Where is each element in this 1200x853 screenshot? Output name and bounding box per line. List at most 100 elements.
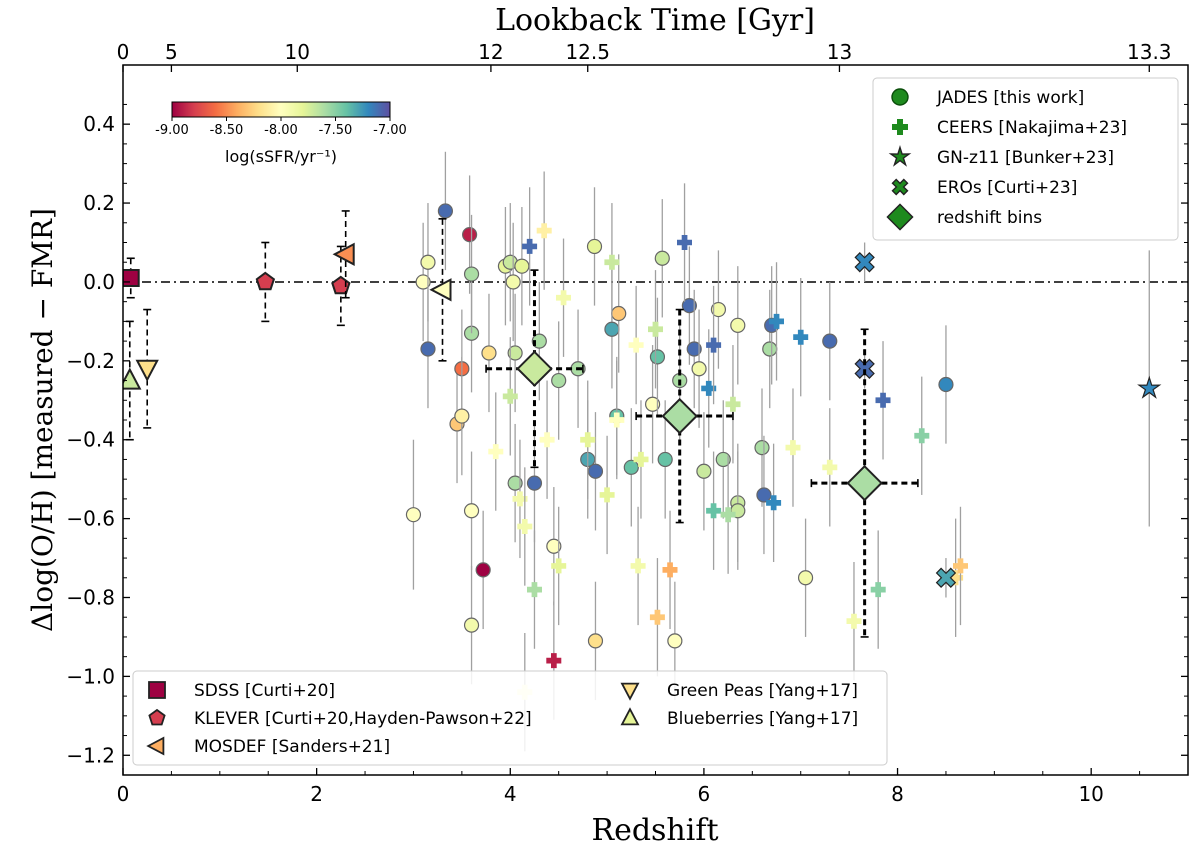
ceers-point <box>785 440 801 456</box>
ceers-point <box>769 313 784 329</box>
legend-label: Blueberries [Yang+17] <box>667 709 858 729</box>
jades-point <box>481 345 497 361</box>
x-tick-label: 2 <box>310 782 323 806</box>
ceers-point <box>701 380 717 396</box>
legend-marker-pentagon <box>148 708 166 726</box>
top-tick-label: 13 <box>827 40 852 64</box>
jades-point <box>463 503 480 519</box>
jades-point <box>710 301 727 318</box>
colorbar-gradient <box>171 101 391 118</box>
ceers-point <box>793 329 809 345</box>
ceers-point <box>706 337 722 353</box>
jades-point <box>505 274 521 290</box>
jades-point <box>623 459 639 475</box>
legend-marker-circle <box>891 88 909 106</box>
ceers-point <box>677 235 692 250</box>
ceers-point <box>649 609 665 625</box>
ceers-point <box>536 223 552 239</box>
ceers-point <box>512 491 528 507</box>
ceers-point <box>628 337 644 353</box>
colorbar-tick-label: -7.00 <box>373 123 407 138</box>
ceers-point <box>633 451 649 467</box>
klever-point <box>255 271 276 291</box>
jades-point <box>551 372 567 389</box>
legend-upper: JADES [this work] CEERS [Nakajima+23] GN-z… <box>872 77 1179 241</box>
jades-point <box>420 341 436 357</box>
ceers-point <box>551 558 567 574</box>
jades-point <box>654 250 670 266</box>
jades-point <box>667 633 683 649</box>
jades-point <box>649 349 666 365</box>
jades-point <box>454 408 470 424</box>
jades-point <box>405 507 422 523</box>
ceers-point <box>580 432 596 448</box>
eros-point <box>854 252 875 273</box>
legend-marker-plus <box>892 119 908 135</box>
blueberries-point <box>123 367 142 390</box>
top-tick-label: 13.3 <box>1127 40 1172 64</box>
legend-marker-star <box>888 145 912 167</box>
eros-point <box>935 567 957 588</box>
colorbar-tick-label: -7.50 <box>319 123 353 138</box>
sdss-point <box>123 269 140 287</box>
top-tick-label: 0 <box>117 40 130 64</box>
legend-lower-box <box>132 670 888 766</box>
ceers-point <box>662 562 678 578</box>
legend-label: CEERS [Nakajima+23] <box>937 118 1127 138</box>
jades-point <box>604 321 620 337</box>
top-tick-label: 10 <box>285 40 310 64</box>
ceers-point <box>522 238 538 254</box>
y-tick-label: −0.4 <box>66 428 115 452</box>
ceers-point <box>599 487 615 503</box>
ceers-point <box>846 613 862 629</box>
legend-label: Green Peas [Yang+17] <box>667 681 858 701</box>
ceers-point <box>609 412 625 428</box>
top-axis-title: Lookback Time [Gyr] <box>495 3 815 38</box>
colorbar-tick-label: -9.00 <box>155 123 189 138</box>
ceers-point <box>630 558 646 574</box>
colorbar-tick-label: -8.00 <box>264 123 298 138</box>
legend-marker-x <box>891 178 909 196</box>
y-tick-label: −0.6 <box>66 507 115 531</box>
legend-upper-box <box>872 77 1179 241</box>
gnz11-point <box>1137 375 1162 399</box>
y-tick-label: −1.2 <box>66 743 115 767</box>
jades-point <box>420 254 436 270</box>
jades-point <box>463 617 480 633</box>
jades-point <box>587 633 604 649</box>
ceers-point <box>604 254 620 270</box>
jades-point <box>611 305 627 322</box>
ceers-point <box>725 396 741 412</box>
jades-point <box>822 333 838 349</box>
jades-point <box>644 396 661 412</box>
jades-point <box>586 238 603 255</box>
ceers-point <box>488 444 504 460</box>
legend-label: GN-z11 [Bunker+23] <box>937 148 1114 168</box>
ceers-point <box>766 495 782 511</box>
ceers-point <box>914 428 930 444</box>
legend-label: KLEVER [Curti+20,Hayden-Pawson+22] <box>194 709 532 729</box>
top-tick-label: 12.5 <box>565 40 610 64</box>
ceers-point <box>875 392 891 408</box>
jades-point <box>463 266 480 282</box>
ceers-point <box>706 503 722 519</box>
ceers-point <box>953 558 968 574</box>
colorbar: -9.00 -8.50 -8.00 -7.50 -7.00 log(sSFR/yr⁻¹) <box>155 101 407 166</box>
legend-label: redshift bins <box>937 208 1042 228</box>
x-tick-label: 8 <box>891 782 904 806</box>
jades-point <box>587 463 604 479</box>
data-layer <box>123 151 1162 752</box>
ceers-point <box>546 653 562 669</box>
ceers-point <box>539 432 555 448</box>
jades-point <box>462 227 478 243</box>
jades-point <box>696 463 712 479</box>
axes: 0 2 4 6 8 10 0.4 0.2 0.0 −0.2 −0.4 −0.6 −0.8 −1.0 −1.2… <box>66 40 1188 806</box>
legend-marker-triangle-down <box>620 682 640 701</box>
y-tick-label: 0.2 <box>83 191 115 215</box>
top-tick-label: 5 <box>165 40 178 64</box>
jades-point <box>762 341 778 357</box>
y-tick-label: 0.4 <box>83 112 115 136</box>
jades-point <box>437 203 454 219</box>
legend-marker-triangle-up <box>620 707 640 726</box>
